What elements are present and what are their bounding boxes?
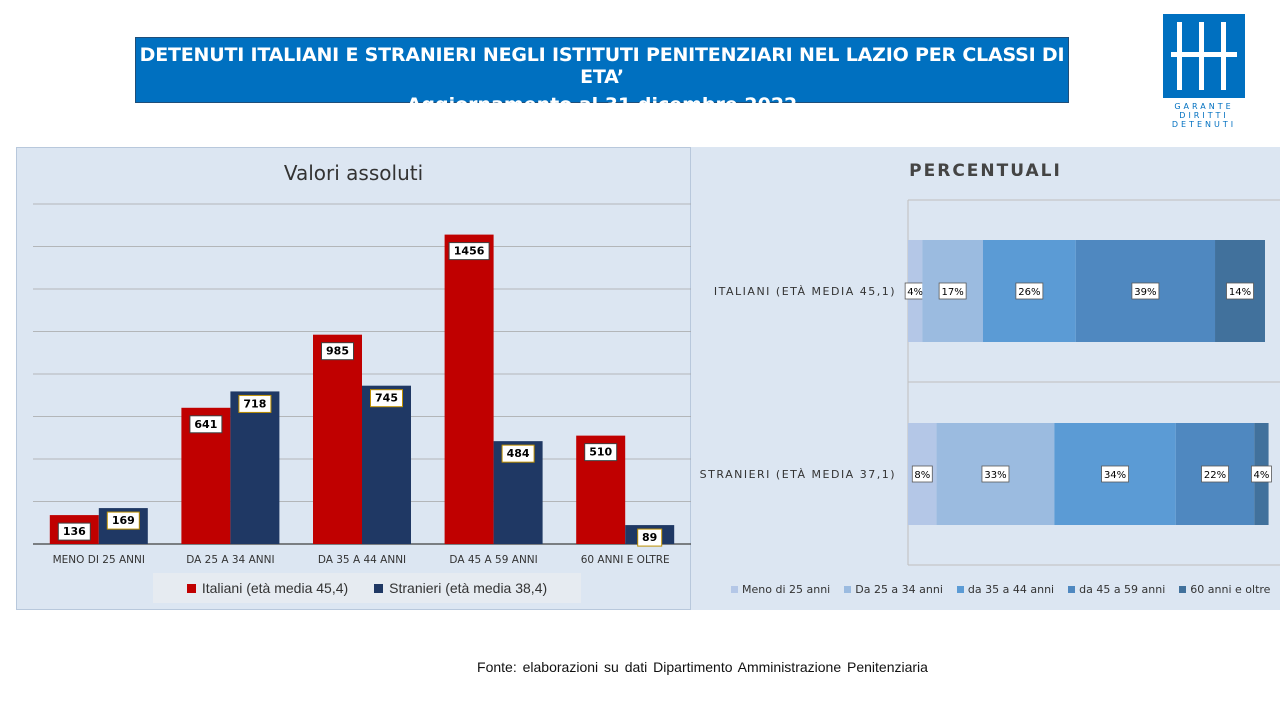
legend-stranieri: Stranieri (età media 38,4)	[374, 580, 547, 596]
legend-swatch-italiani	[186, 583, 196, 593]
data-label-box	[938, 282, 967, 300]
data-label: 89	[642, 531, 657, 544]
garante-logo: GARANTE DIRITTI DETENUTI	[1163, 14, 1245, 129]
data-label-box	[1015, 282, 1044, 300]
bar-italiani	[313, 334, 362, 544]
data-label-box	[1226, 282, 1254, 300]
legend-item: 60 anni e oltre	[1179, 583, 1270, 596]
legend-label-italiani: Italiani (età media 45,4)	[201, 580, 349, 596]
legend-swatch	[1179, 586, 1187, 593]
data-label-box	[584, 443, 618, 462]
data-label-box	[321, 342, 354, 361]
data-label: 33%	[984, 470, 1006, 481]
data-label-box	[370, 389, 403, 408]
bar-chart-title: Valori assoluti	[283, 161, 424, 185]
data-label: 745	[375, 392, 398, 405]
data-label: 641	[194, 418, 217, 431]
legend-label: Da 25 a 34 anni	[855, 583, 943, 596]
data-label-box	[981, 465, 1010, 483]
data-label: 4%	[1253, 470, 1269, 481]
legend-swatch	[731, 586, 738, 593]
data-label: 34%	[1104, 470, 1126, 481]
legend-label: Meno di 25 anni	[742, 583, 831, 596]
legend-label: da 35 a 44 anni	[967, 583, 1055, 596]
data-label: 985	[326, 345, 349, 358]
title-line-2: Aggiornamento al 31 dicembre 2022	[406, 94, 798, 116]
data-label: 4%	[907, 287, 923, 298]
legend-item: Da 25 a 34 anni	[844, 583, 943, 596]
data-label-box	[1201, 465, 1229, 483]
data-label: 17%	[942, 287, 964, 298]
data-label-box	[1251, 465, 1272, 483]
stacked-chart-title: PERCENTUALI	[909, 161, 1062, 181]
x-tick-label: DA 45 A 59 ANNI	[449, 554, 537, 566]
legend-item: da 45 a 59 anni	[1068, 583, 1165, 596]
legend-label: da 45 a 59 anni	[1079, 583, 1166, 596]
category-label: ITALIANI (ETÀ MEDIA 45,1)	[714, 285, 896, 298]
bar-chart-legend: Italiani (età media 45,4) Stranieri (età…	[153, 573, 581, 603]
stacked-chart-panel: PERCENTUALI 4% 17% 26% 39% 14% ITALIANI (ETÀ …	[691, 147, 1280, 610]
category-label: STRANIERI (ETÀ MEDIA 37,1)	[700, 468, 896, 481]
bar-stranieri	[230, 391, 280, 544]
data-label-box	[57, 522, 91, 541]
legend-item: Meno di 25 anni	[731, 583, 830, 596]
data-label-box	[501, 444, 535, 463]
legend-italiani: Italiani (età media 45,4)	[186, 580, 349, 596]
data-label-box	[238, 394, 272, 413]
legend-swatch-stranieri	[374, 583, 384, 593]
x-tick-label: MENO DI 25 ANNI	[53, 554, 145, 566]
data-label: 1456	[454, 245, 485, 258]
stacked-bar-chart: 4% 17% 26% 39% 14% ITALIANI (ETÀ MEDIA 45,1) 8…	[700, 199, 1280, 566]
data-label-box	[637, 528, 663, 547]
legend-swatch	[1068, 586, 1076, 593]
data-label-box	[448, 242, 490, 261]
bar-chart: 136 169 MENO DI 25 ANNI 641 718 DA 25 A 34 AN…	[33, 203, 691, 566]
data-label: 510	[589, 446, 612, 459]
logo-mark-icon	[1163, 14, 1245, 98]
bar-chart-panel: Valori assoluti 136 169 MENO DI 25 ANNI 641…	[16, 147, 691, 610]
data-label-box	[1101, 465, 1129, 483]
data-label: 39%	[1134, 287, 1156, 298]
legend-swatch	[844, 586, 852, 593]
data-label-box	[1131, 282, 1160, 300]
legend-item: da 35 a 44 anni	[956, 583, 1055, 596]
x-tick-label: 60 ANNI E OLTRE	[581, 554, 670, 566]
data-label: 136	[63, 525, 86, 538]
legend-swatch	[956, 586, 964, 593]
logo-text: GARANTE DIRITTI DETENUTI	[1171, 102, 1237, 129]
x-tick-label: DA 35 A 44 ANNI	[318, 554, 406, 566]
data-label: 718	[243, 397, 266, 410]
data-label: 8%	[914, 470, 930, 481]
source-note: Fonte: elaborazioni su dati Dipartimento…	[477, 659, 928, 675]
title-line-1: DETENUTI ITALIANI E STRANIERI NEGLI ISTI…	[139, 44, 1065, 88]
data-label: 14%	[1229, 287, 1251, 298]
bar-italiani	[444, 234, 494, 544]
data-label: 484	[507, 447, 530, 460]
title-banner: DETENUTI ITALIANI E STRANIERI NEGLI ISTI…	[135, 37, 1069, 116]
x-tick-label: DA 25 A 34 ANNI	[186, 554, 274, 566]
legend-label-stranieri: Stranieri (età media 38,4)	[389, 580, 548, 596]
data-label-box	[106, 511, 140, 530]
data-label: 26%	[1018, 287, 1040, 298]
data-label-box	[911, 465, 933, 483]
bar-stranieri	[362, 385, 411, 544]
stacked-chart-legend: Meno di 25 anni Da 25 a 34 anni da 35 a 44…	[731, 583, 1270, 596]
data-label: 22%	[1204, 470, 1226, 481]
legend-label: 60 anni e oltre	[1190, 583, 1271, 596]
data-label: 169	[112, 514, 135, 527]
data-label-box	[189, 415, 223, 434]
